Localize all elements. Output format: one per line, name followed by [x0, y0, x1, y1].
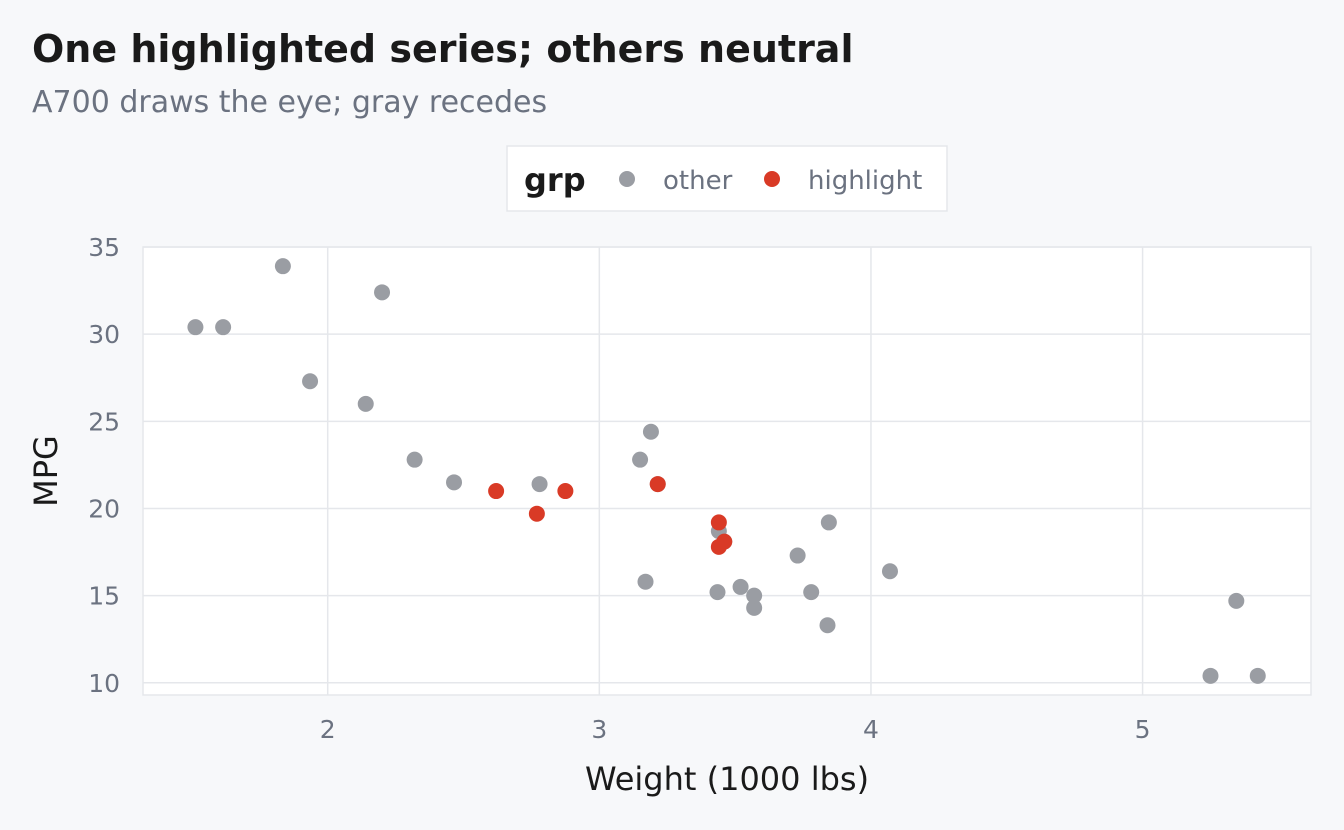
data-point-other: [187, 319, 204, 336]
plot-panel: [142, 246, 1312, 696]
data-point-other: [789, 547, 806, 564]
x-axis-title: Weight (1000 lbs): [585, 760, 869, 798]
data-point-other: [709, 584, 726, 601]
data-point-other: [820, 514, 837, 531]
data-point-other: [357, 395, 374, 412]
data-point-highlight: [528, 505, 545, 522]
chart-subtitle: A700 draws the eye; gray recedes: [32, 85, 547, 120]
data-point-other: [531, 476, 548, 493]
data-point-other: [302, 373, 319, 390]
data-point-other: [274, 258, 291, 275]
data-point-other: [215, 319, 232, 336]
legend-title: grp: [524, 161, 586, 199]
data-point-other: [637, 573, 654, 590]
data-point-other: [1249, 667, 1266, 684]
x-tick-label: 3: [591, 715, 607, 744]
data-point-other: [746, 587, 763, 604]
data-point-other: [803, 584, 820, 601]
x-tick-label: 2: [320, 715, 336, 744]
y-tick-label: 20: [88, 494, 120, 523]
data-point-highlight: [710, 538, 727, 555]
x-tick-label: 5: [1135, 715, 1151, 744]
x-tick-label: 4: [863, 715, 879, 744]
y-tick-label: 25: [88, 407, 120, 436]
data-point-other: [632, 451, 649, 468]
y-tick-label: 10: [88, 669, 120, 698]
chart-title: One highlighted series; others neutral: [32, 27, 853, 71]
data-point-other: [374, 284, 391, 301]
data-point-other: [819, 617, 836, 634]
legend: grp other highlight: [506, 145, 948, 212]
legend-label-other: other: [663, 166, 733, 196]
legend-marker-highlight: [764, 171, 780, 187]
data-point-other: [446, 474, 463, 491]
y-tick-label: 15: [88, 582, 120, 611]
y-tick-label: 30: [88, 320, 120, 349]
legend-label-highlight: highlight: [808, 166, 922, 196]
tick-labels: 2 3 4 5 10 15 20 25 30 35: [88, 233, 1150, 744]
data-point-other: [746, 599, 763, 616]
data-point-other: [1228, 592, 1245, 609]
data-point-highlight: [649, 476, 666, 493]
data-point-other: [732, 578, 749, 595]
y-axis-title: MPG: [27, 435, 65, 507]
data-point-highlight: [710, 514, 727, 531]
data-point-other: [881, 563, 898, 580]
grid-lines: [143, 246, 1311, 695]
data-point-highlight: [557, 483, 574, 500]
legend-marker-other: [619, 171, 635, 187]
data-point-highlight: [488, 483, 505, 500]
data-points: [187, 258, 1266, 684]
data-point-other: [642, 423, 659, 440]
y-tick-label: 35: [88, 233, 120, 262]
data-point-other: [406, 451, 423, 468]
data-point-other: [1202, 667, 1219, 684]
legend-box: [506, 145, 948, 212]
